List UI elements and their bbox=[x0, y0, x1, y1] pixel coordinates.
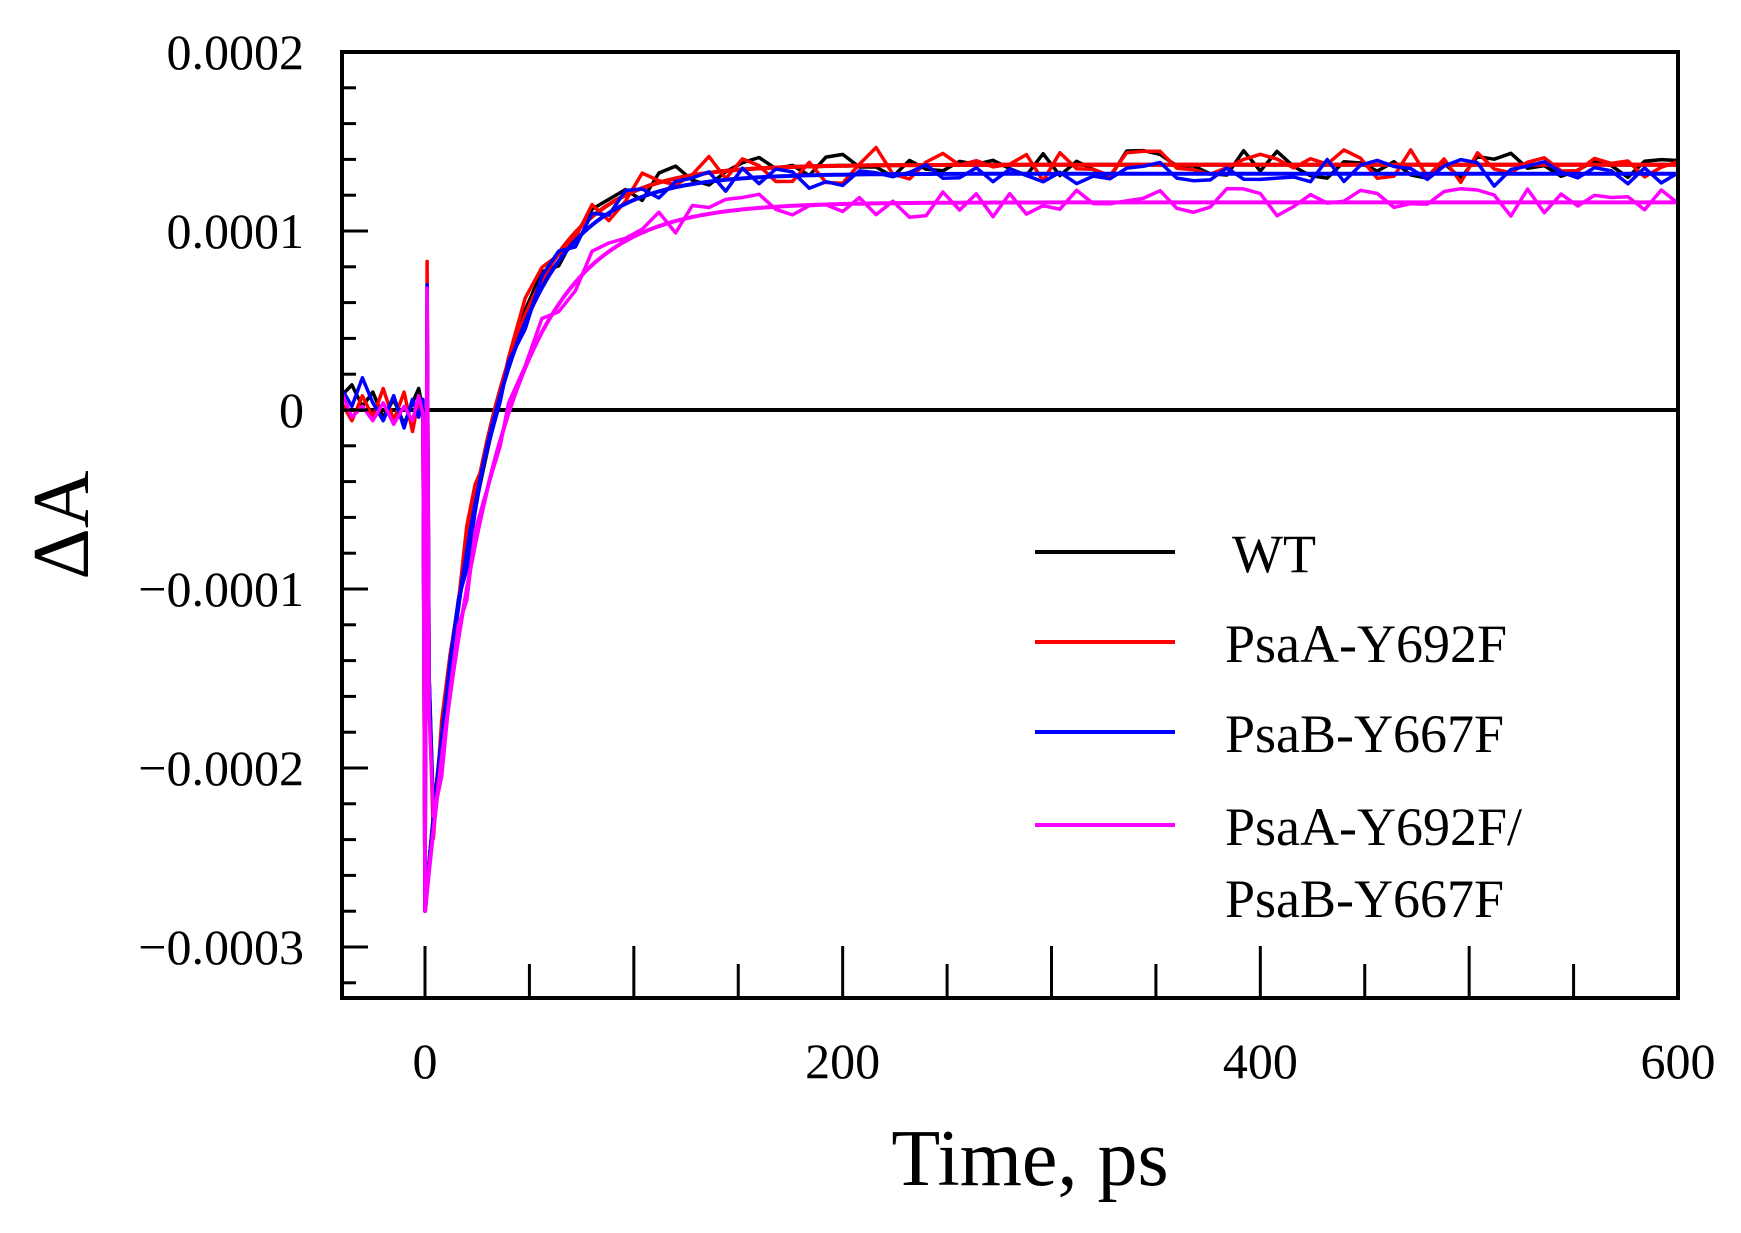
x-tick-label: 600 bbox=[1641, 1033, 1716, 1089]
y-tick-label: −0.0001 bbox=[138, 561, 304, 617]
series-2 bbox=[342, 157, 1678, 913]
y-axis-title: ΔA bbox=[18, 470, 106, 579]
y-tick-label: 0.0002 bbox=[167, 24, 305, 80]
legend-label: PsaA-Y692F/ bbox=[1225, 797, 1522, 857]
x-axis-title: Time, ps bbox=[891, 1115, 1168, 1203]
y-tick-label: 0.0001 bbox=[167, 203, 305, 259]
plot-frame bbox=[340, 50, 1680, 1000]
y-axis: −0.0003 −0.0002 −0.0001 0 0.0001 0.0002 bbox=[138, 24, 368, 985]
legend-item: PsaB-Y667F bbox=[1035, 704, 1504, 764]
legend-label: PsaB-Y667F bbox=[1225, 869, 1504, 929]
x-axis: 0 200 400 600 bbox=[413, 946, 1716, 1089]
legend-item: PsaA-Y692F bbox=[1035, 614, 1507, 674]
plot-area bbox=[342, 145, 1678, 913]
x-tick-label: 0 bbox=[413, 1033, 438, 1089]
legend: WTPsaA-Y692FPsaB-Y667FPsaA-Y692F/PsaB-Y6… bbox=[1035, 524, 1522, 929]
y-tick-label: 0 bbox=[279, 382, 304, 438]
y-tick-label: −0.0003 bbox=[138, 919, 304, 975]
fit-curve bbox=[423, 171, 1678, 912]
legend-item: PsaA-Y692F/PsaB-Y667F bbox=[1035, 797, 1522, 929]
x-tick-label: 400 bbox=[1223, 1033, 1298, 1089]
series-3 bbox=[342, 186, 1678, 913]
legend-label: WT bbox=[1232, 524, 1316, 584]
x-tick-label: 200 bbox=[805, 1033, 880, 1089]
fit-curve bbox=[423, 200, 1678, 912]
legend-item: WT bbox=[1035, 524, 1316, 584]
legend-label: PsaA-Y692F bbox=[1225, 614, 1507, 674]
y-tick-label: −0.0002 bbox=[138, 740, 304, 796]
legend-label: PsaB-Y667F bbox=[1225, 704, 1504, 764]
